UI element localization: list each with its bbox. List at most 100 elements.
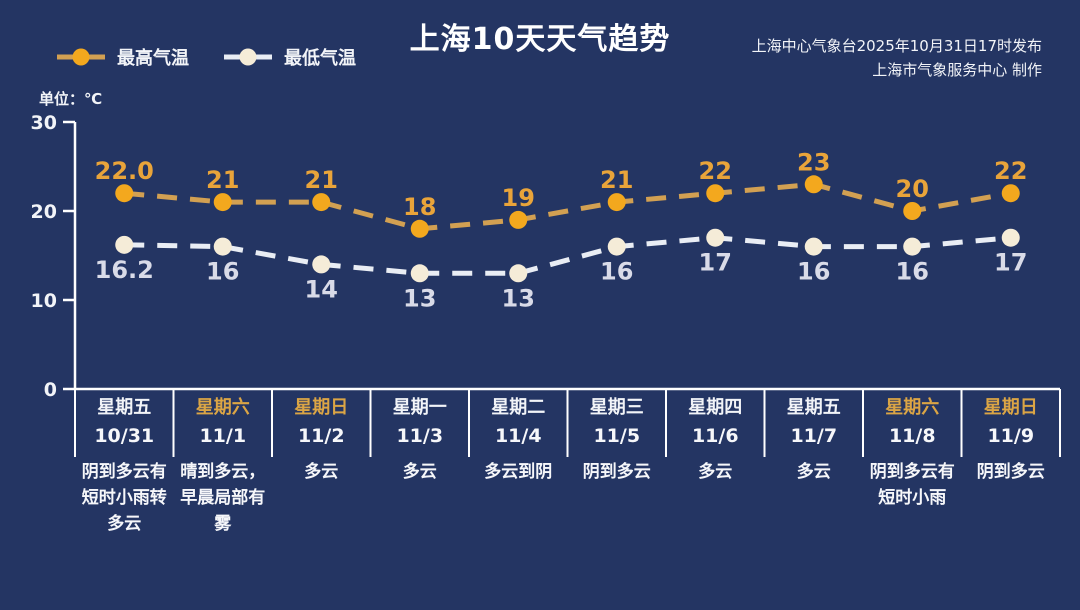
high-temp-value: 22.0 xyxy=(95,157,154,185)
high-temp-point xyxy=(115,184,134,203)
high-temp-value: 20 xyxy=(896,175,929,203)
high-temp-value: 21 xyxy=(206,166,239,194)
day-column: 星期五 11/7 多云 xyxy=(765,394,864,537)
day-weekday-label: 星期六 xyxy=(885,397,940,418)
day-date-label: 11/4 xyxy=(494,425,542,447)
low-temp-line xyxy=(124,235,1011,276)
day-columns: 星期五 10/31 阴到多云有短时小雨转多云 星期六 11/1 晴到多云，早晨局部有雾 星期… xyxy=(75,394,1060,537)
day-date-label: 11/7 xyxy=(790,425,838,447)
low-temp-value: 13 xyxy=(502,284,535,312)
publisher-line-1: 上海中心气象台2025年10月31日17时发布 xyxy=(751,37,1042,55)
day-weekday-label: 星期日 xyxy=(294,397,349,418)
day-column: 星期二 11/4 多云到阴 xyxy=(469,394,568,537)
high-temp-point xyxy=(312,193,331,212)
day-column: 星期四 11/6 多云 xyxy=(666,394,765,537)
day-weekday-label: 星期二 xyxy=(491,397,546,418)
y-axis-tick-label: 20 xyxy=(31,201,57,223)
day-weekday-label: 星期三 xyxy=(589,397,644,418)
low-temp-value: 17 xyxy=(699,249,732,277)
high-temp-point xyxy=(410,219,429,238)
low-temp-value: 16 xyxy=(600,258,633,286)
low-temp-point xyxy=(903,237,922,256)
high-temp-point xyxy=(903,202,922,220)
day-date-label: 11/8 xyxy=(888,425,936,447)
high-temp-point xyxy=(213,193,232,212)
day-weather-description: 多云 xyxy=(698,462,733,482)
day-date-label: 10/31 xyxy=(94,425,155,447)
day-weather-description: 阴到多云有短时小雨转多云 xyxy=(81,462,167,534)
day-date-label: 11/9 xyxy=(987,425,1035,447)
day-weather-description: 晴到多云，早晨局部有雾 xyxy=(180,462,266,534)
day-weekday-label: 星期五 xyxy=(786,397,841,418)
day-date-label: 11/6 xyxy=(691,425,739,447)
low-temp-value: 16 xyxy=(797,258,830,286)
legend-item-high: 最高气温 xyxy=(56,44,189,70)
day-weekday-label: 星期五 xyxy=(97,397,152,418)
day-weather-description: 多云 xyxy=(402,462,437,482)
day-weather-description: 阴到多云 xyxy=(976,462,1045,482)
high-temp-point xyxy=(607,193,626,212)
high-temp-value: 19 xyxy=(502,184,535,212)
day-weather-description: 多云 xyxy=(796,462,831,482)
day-column: 星期三 11/5 阴到多云 xyxy=(568,394,667,537)
day-column: 星期六 11/8 阴到多云有短时小雨 xyxy=(863,394,962,537)
low-temp-point xyxy=(804,237,823,256)
low-temp-value: 16 xyxy=(206,258,239,286)
high-temp-point xyxy=(1001,184,1020,203)
day-column: 星期日 11/2 多云 xyxy=(272,394,371,537)
day-weekday-label: 星期一 xyxy=(392,397,447,418)
day-date-label: 11/1 xyxy=(199,425,247,447)
day-weekday-label: 星期六 xyxy=(195,397,250,418)
high-temp-value: 22 xyxy=(994,157,1027,185)
day-date-label: 11/5 xyxy=(593,425,641,447)
low-temp-point xyxy=(213,237,232,256)
high-temp-value: 22 xyxy=(699,157,732,185)
publisher-line-2: 上海市气象服务中心 制作 xyxy=(872,61,1042,79)
day-column: 星期日 11/9 阴到多云 xyxy=(962,394,1061,537)
low-temp-point xyxy=(607,237,626,256)
publisher-info: 上海中心气象台2025年10月31日17时发布 上海市气象服务中心 制作 xyxy=(752,34,1042,82)
low-temp-point xyxy=(509,264,528,283)
unit-label: 单位：℃ xyxy=(39,90,103,108)
day-column: 星期五 10/31 阴到多云有短时小雨转多云 xyxy=(75,394,174,537)
y-axis-tick-label: 0 xyxy=(44,379,57,401)
low-temp-point xyxy=(1001,228,1020,247)
day-weather-description: 多云 xyxy=(304,462,339,482)
high-temp-line-icon xyxy=(57,48,105,66)
high-temp-value: 18 xyxy=(403,193,436,221)
day-weather-description: 多云到阴 xyxy=(484,462,553,482)
low-temp-line-icon xyxy=(224,48,272,66)
legend-high-label: 最高气温 xyxy=(117,48,189,69)
y-axis-tick-label: 30 xyxy=(31,112,57,134)
low-temp-point xyxy=(312,255,331,274)
low-temp-value: 16.2 xyxy=(95,256,154,284)
day-weather-description: 阴到多云 xyxy=(582,462,651,482)
legend-item-low: 最低气温 xyxy=(223,44,356,70)
low-temp-value: 14 xyxy=(305,275,338,303)
low-temp-value: 17 xyxy=(994,249,1027,277)
low-temp-point xyxy=(410,264,429,283)
day-column: 星期六 11/1 晴到多云，早晨局部有雾 xyxy=(174,394,273,537)
day-column: 星期一 11/3 多云 xyxy=(371,394,470,537)
day-date-label: 11/2 xyxy=(297,425,345,447)
high-temp-point xyxy=(509,210,528,229)
high-temp-point xyxy=(804,175,823,194)
high-temp-line xyxy=(124,181,1012,232)
low-temp-point xyxy=(706,228,725,247)
legend: 最高气温 最低气温 xyxy=(56,44,356,70)
low-temp-point xyxy=(115,235,134,254)
low-temp-value: 16 xyxy=(896,258,929,286)
day-weekday-label: 星期日 xyxy=(983,397,1038,418)
day-date-label: 11/3 xyxy=(396,425,444,447)
legend-low-label: 最低气温 xyxy=(284,48,356,69)
high-temp-value: 21 xyxy=(600,166,633,194)
low-temp-value: 13 xyxy=(403,284,436,312)
day-weekday-label: 星期四 xyxy=(688,397,743,418)
high-temp-value: 23 xyxy=(797,148,830,176)
high-temp-point xyxy=(706,184,725,203)
y-axis-tick-label: 10 xyxy=(31,290,57,312)
day-weather-description: 阴到多云有短时小雨 xyxy=(869,462,955,508)
page-title: 上海10天天气趋势 xyxy=(409,22,671,57)
